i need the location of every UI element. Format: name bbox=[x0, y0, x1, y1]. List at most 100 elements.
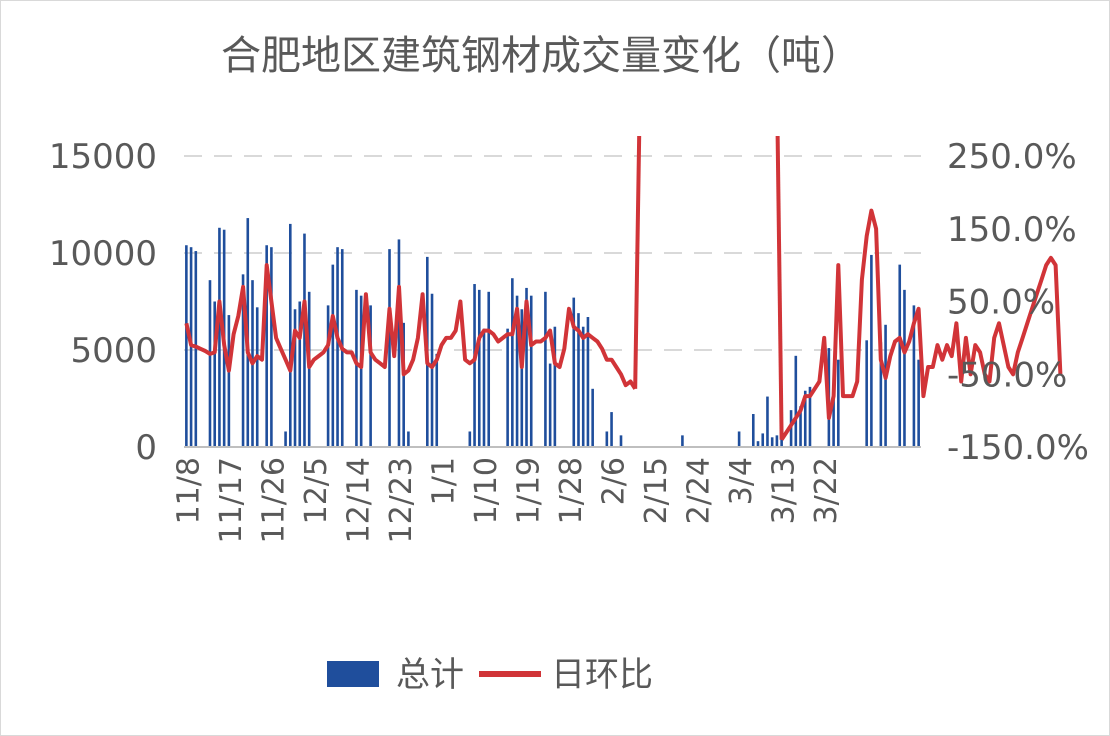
x-tick-label: 3/22 bbox=[809, 457, 844, 524]
bar-total bbox=[482, 328, 486, 447]
x-tick-label: 1/19 bbox=[512, 457, 547, 524]
y-right-tick-label: 150.0% bbox=[947, 210, 1077, 250]
bar-total bbox=[548, 363, 552, 447]
bar-total bbox=[208, 280, 212, 447]
bar-total bbox=[865, 340, 868, 447]
x-tick-label: 12/5 bbox=[299, 457, 334, 524]
bar-total bbox=[185, 245, 188, 447]
bar-total bbox=[879, 342, 883, 447]
bar-total bbox=[837, 359, 840, 447]
bar-total bbox=[775, 435, 779, 447]
bar-total bbox=[487, 291, 491, 447]
bar-total bbox=[397, 239, 401, 447]
bar-total bbox=[544, 291, 547, 447]
bar-total bbox=[917, 359, 920, 447]
bar-total bbox=[912, 305, 916, 447]
x-tick-label: 1/1 bbox=[427, 457, 462, 505]
line-series-daily-change bbox=[184, 135, 1063, 441]
chart-title: 合肥地区建筑钢材成交量变化（吨） bbox=[221, 33, 861, 79]
bar-total bbox=[610, 412, 613, 447]
bar-total bbox=[808, 386, 812, 447]
bar-total bbox=[284, 431, 287, 447]
y-right-tick-label: -150.0% bbox=[947, 428, 1089, 468]
x-tick-label: 11/26 bbox=[256, 457, 291, 543]
bar-total bbox=[213, 301, 217, 447]
bar-total bbox=[572, 297, 576, 447]
legend: 总计 日环比 bbox=[327, 655, 653, 695]
bar-total bbox=[529, 295, 533, 447]
bar-total bbox=[577, 313, 580, 447]
bar-total bbox=[591, 388, 594, 447]
bar-total bbox=[265, 245, 268, 447]
x-tick-label: 11/17 bbox=[214, 457, 249, 543]
y-left-tick-labels: 15000 10000 5000 0 bbox=[49, 137, 157, 468]
bar-total bbox=[884, 324, 887, 447]
bar-total bbox=[388, 249, 391, 447]
bar-total bbox=[227, 315, 231, 447]
bar-total bbox=[473, 284, 476, 447]
bar-total bbox=[298, 301, 302, 447]
y-right-tick-label: -50.0% bbox=[947, 355, 1067, 395]
x-tick-label: 12/23 bbox=[384, 457, 419, 543]
bar-total bbox=[761, 433, 765, 447]
bar-total bbox=[581, 326, 585, 447]
bar-total bbox=[605, 431, 609, 447]
y-right-tick-labels: 250.0% 150.0% 50.0% -50.0% -150.0% bbox=[947, 137, 1089, 468]
bar-total bbox=[766, 396, 769, 447]
bar-total bbox=[435, 353, 439, 447]
y-left-tick-label: 0 bbox=[135, 428, 157, 468]
bar-total bbox=[255, 307, 259, 447]
bar-total bbox=[520, 309, 524, 447]
bar-total bbox=[430, 293, 434, 447]
legend-label-total: 总计 bbox=[396, 655, 464, 695]
line-spike-right bbox=[775, 135, 784, 440]
x-tick-label: 11/8 bbox=[171, 457, 206, 524]
bar-total bbox=[194, 251, 198, 447]
x-tick-label: 3/13 bbox=[767, 457, 802, 524]
x-tick-label: 1/10 bbox=[469, 457, 504, 524]
line-segment-daily-change bbox=[184, 263, 637, 390]
y-left-tick-label: 10000 bbox=[49, 234, 157, 274]
x-tick-label: 2/6 bbox=[597, 457, 632, 505]
bar-total bbox=[468, 431, 472, 447]
bar-total bbox=[681, 435, 684, 447]
bar-total bbox=[218, 227, 221, 447]
bar-total bbox=[307, 291, 311, 447]
x-tick-label: 2/15 bbox=[639, 457, 674, 524]
bar-total bbox=[903, 289, 906, 447]
bar-total bbox=[402, 322, 405, 447]
bar-total bbox=[477, 289, 481, 447]
bar-total bbox=[241, 274, 245, 447]
y-right-tick-label: 50.0% bbox=[947, 283, 1055, 323]
bar-total bbox=[803, 390, 807, 447]
bar-total bbox=[515, 295, 519, 447]
bar-total bbox=[303, 233, 306, 447]
x-tick-label: 1/28 bbox=[554, 457, 589, 524]
bar-total bbox=[619, 435, 623, 447]
bar-total bbox=[794, 355, 798, 447]
bar-total bbox=[336, 247, 339, 447]
bar-total bbox=[326, 305, 330, 447]
x-tick-label: 2/24 bbox=[682, 457, 717, 524]
bar-total bbox=[898, 264, 902, 447]
bar-total bbox=[751, 414, 755, 447]
bar-total bbox=[359, 295, 363, 447]
bar-total bbox=[737, 431, 741, 447]
y-left-tick-label: 15000 bbox=[49, 137, 157, 177]
bar-total bbox=[553, 326, 557, 447]
bar-total bbox=[270, 247, 273, 447]
legend-label-daily-change: 日环比 bbox=[551, 655, 653, 695]
x-tick-labels: 11/8 11/17 11/26 12/5 12/14 12/23 1/1 1/10 1/19 1… bbox=[171, 457, 844, 544]
bar-total bbox=[525, 287, 528, 447]
line-segment-daily-change bbox=[779, 208, 1063, 441]
bar-total bbox=[293, 309, 297, 447]
bar-total bbox=[832, 396, 835, 447]
bar-total bbox=[870, 254, 873, 447]
bar-total bbox=[369, 305, 372, 447]
bar-total bbox=[799, 406, 802, 447]
y-left-tick-label: 5000 bbox=[70, 331, 157, 371]
legend-swatch-total bbox=[327, 661, 379, 687]
bar-total bbox=[511, 278, 514, 447]
